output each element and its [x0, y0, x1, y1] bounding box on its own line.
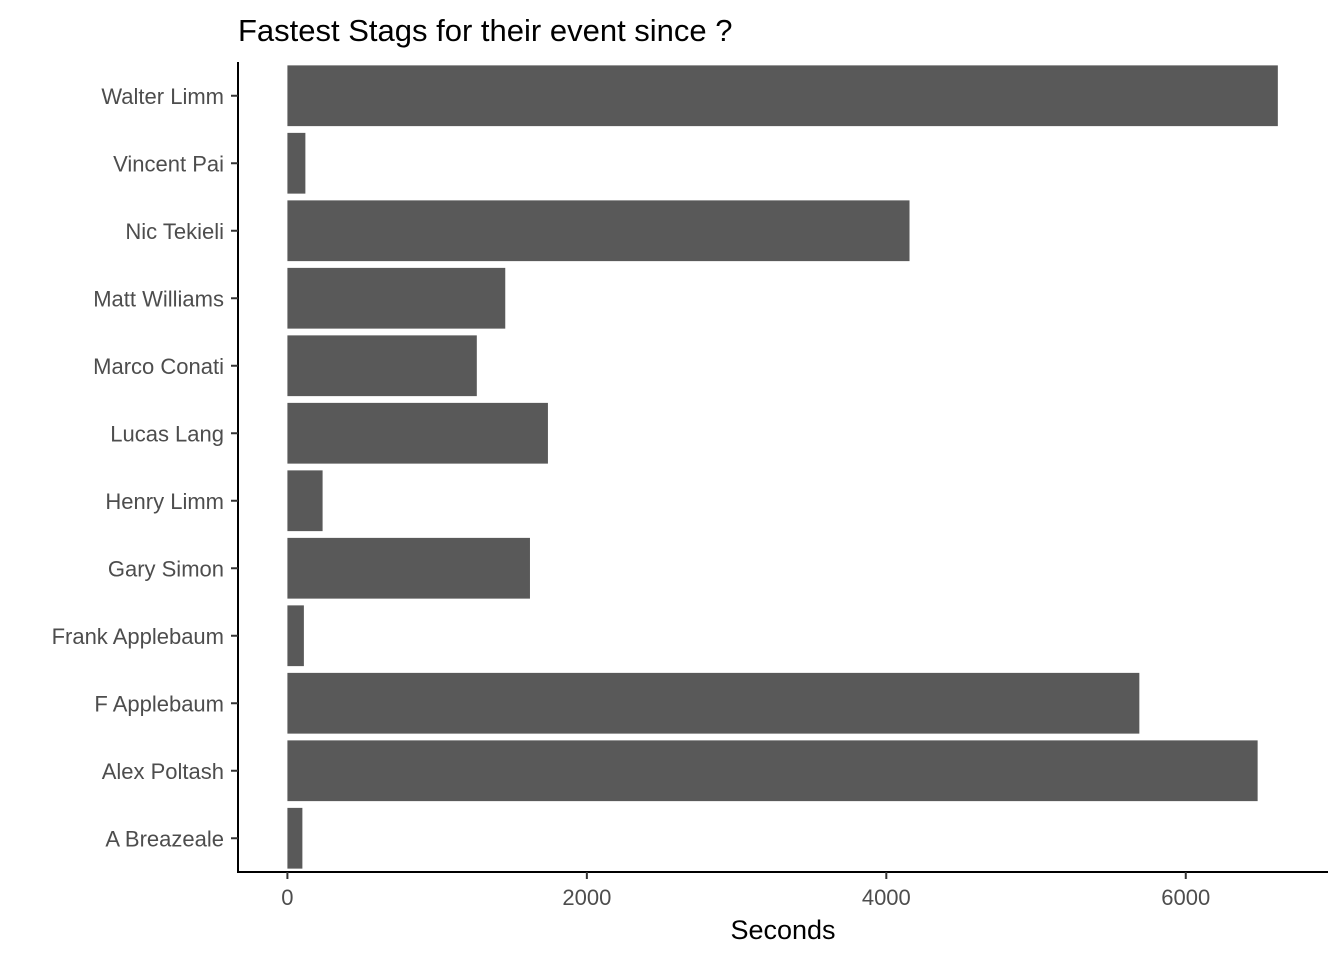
y-tick-label-matt-williams: Matt Williams: [93, 286, 224, 311]
x-tick-label-0: 0: [281, 885, 293, 910]
x-tick-label-4000: 4000: [862, 885, 911, 910]
y-tick-label-frank-applebaum: Frank Applebaum: [52, 624, 224, 649]
x-axis: 0 2000 4000 6000: [237, 871, 1328, 910]
y-tick-label-alex-poltash: Alex Poltash: [102, 759, 224, 784]
y-tick-label-marco-conati: Marco Conati: [93, 354, 224, 379]
y-tick-label-nic-tekieli: Nic Tekieli: [125, 219, 224, 244]
bar-nic-tekieli: [287, 200, 910, 262]
y-tick-label-f-applebaum: F Applebaum: [94, 691, 224, 716]
x-axis-title: Seconds: [730, 915, 835, 945]
bar-a-breazeale: [287, 807, 303, 869]
y-tick-label-lucas-lang: Lucas Lang: [110, 421, 224, 446]
bar-frank-applebaum: [287, 605, 304, 667]
y-tick-label-vincent-pai: Vincent Pai: [113, 151, 224, 176]
bar-alex-poltash: [287, 740, 1258, 802]
bar-lucas-lang: [287, 402, 548, 464]
y-tick-label-henry-limm: Henry Limm: [105, 489, 224, 514]
y-tick-label-a-breazeale: A Breazeale: [105, 826, 224, 851]
bar-matt-williams: [287, 267, 506, 329]
bar-f-applebaum: [287, 672, 1140, 734]
bars-layer: [287, 65, 1278, 869]
y-tick-label-walter-limm: Walter Limm: [101, 84, 224, 109]
bar-walter-limm: [287, 65, 1278, 127]
chart-title: Fastest Stags for their event since ?: [238, 13, 733, 48]
bar-gary-simon: [287, 537, 530, 599]
bar-vincent-pai: [287, 132, 306, 194]
y-axis: A Breazeale Alex Poltash F Applebaum Frank …: [52, 62, 239, 872]
x-tick-label-2000: 2000: [562, 885, 611, 910]
bar-henry-limm: [287, 470, 323, 532]
x-tick-label-6000: 6000: [1161, 885, 1210, 910]
y-tick-label-gary-simon: Gary Simon: [108, 556, 224, 581]
bar-marco-conati: [287, 335, 477, 397]
